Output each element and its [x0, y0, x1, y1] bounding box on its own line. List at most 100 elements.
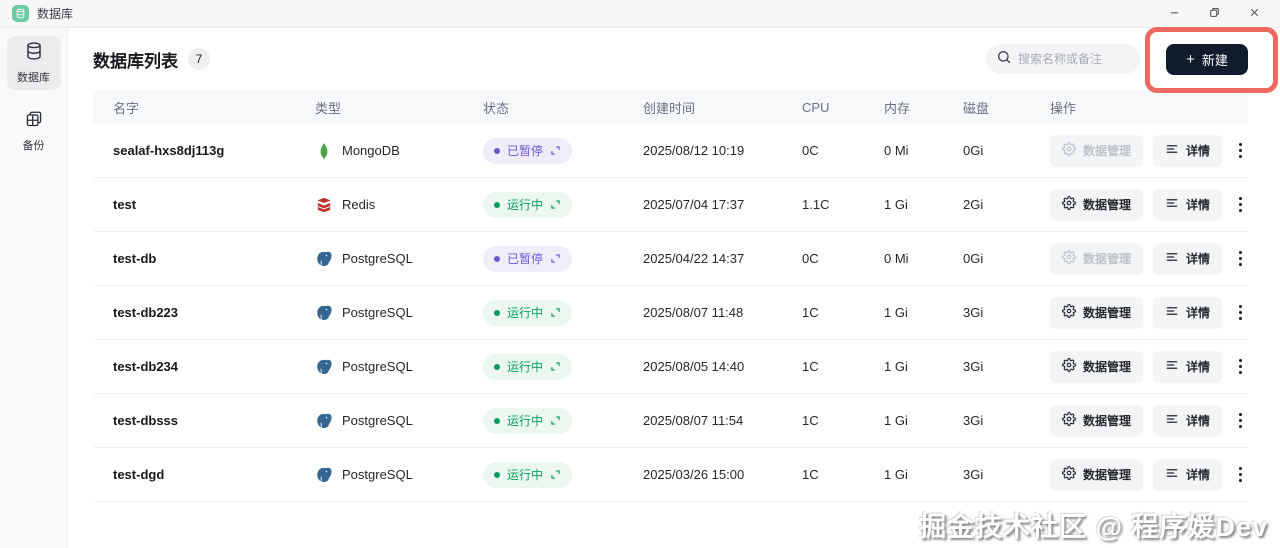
detail-button[interactable]: 详情 — [1153, 134, 1223, 167]
status-badge[interactable]: 运行中 — [483, 461, 573, 488]
table-row[interactable]: test-dbsss PostgreSQL 运行中 2025/08/07 11:… — [93, 394, 1248, 448]
status-badge[interactable]: 已暂停 — [483, 137, 573, 164]
db-name: test-db — [113, 251, 157, 266]
more-actions-button[interactable] — [1234, 354, 1247, 379]
disk-value: 3Gi — [963, 305, 984, 320]
memory-value: 1 Gi — [884, 467, 908, 482]
table-row[interactable]: test-dgd PostgreSQL 运行中 2025/03/26 15:00… — [93, 448, 1248, 502]
maximize-button[interactable] — [1194, 1, 1234, 27]
data-manage-button: 数据管理 — [1050, 134, 1144, 167]
status-dot-icon — [494, 363, 500, 370]
sidebar-item-label: 备份 — [22, 140, 45, 152]
list-icon — [1165, 412, 1179, 429]
list-icon — [1165, 304, 1179, 321]
list-icon — [1165, 466, 1179, 483]
column-header-type: 类型 — [315, 100, 342, 116]
db-count-badge: 7 — [188, 48, 210, 70]
minimize-button[interactable] — [1154, 1, 1194, 27]
data-manage-button[interactable]: 数据管理 — [1050, 188, 1144, 221]
data-manage-button[interactable]: 数据管理 — [1050, 296, 1144, 329]
table-row[interactable]: test-db223 PostgreSQL 运行中 2025/08/07 11:… — [93, 286, 1248, 340]
db-type-label: PostgreSQL — [342, 359, 413, 374]
status-label: 运行中 — [507, 414, 544, 428]
list-icon — [1165, 250, 1179, 267]
table-row[interactable]: test Redis 运行中 2025/07/04 17:37 1.1C 1 G… — [93, 178, 1248, 232]
row-actions: 数据管理 详情 — [1050, 242, 1248, 275]
sidebar-item-database[interactable]: 数据库 — [6, 36, 61, 90]
data-manage-label: 数据管理 — [1083, 252, 1132, 266]
status-badge[interactable]: 已暂停 — [483, 245, 573, 272]
window-titlebar: 数据库 — [0, 0, 1280, 28]
plus-icon: + — [1186, 50, 1195, 68]
search-input[interactable] — [1018, 52, 1130, 66]
detail-button[interactable]: 详情 — [1153, 242, 1223, 275]
data-manage-label: 数据管理 — [1083, 198, 1132, 212]
postgresql-icon — [315, 358, 333, 376]
data-manage-button[interactable]: 数据管理 — [1050, 458, 1144, 491]
detail-label: 详情 — [1186, 306, 1211, 320]
detail-button[interactable]: 详情 — [1153, 350, 1223, 383]
gear-icon — [1062, 412, 1076, 429]
db-type-label: Redis — [342, 197, 376, 212]
status-label: 运行中 — [507, 198, 544, 212]
new-database-button[interactable]: + 新建 — [1166, 43, 1248, 75]
database-icon — [24, 41, 44, 66]
table-row[interactable]: sealaf-hxs8dj113g MongoDB 已暂停 2025/08/12… — [93, 124, 1248, 178]
db-name: test — [113, 197, 137, 212]
data-manage-button[interactable]: 数据管理 — [1050, 404, 1144, 437]
created-time: 2025/08/07 11:54 — [643, 413, 744, 428]
created-time: 2025/03/26 15:00 — [643, 467, 745, 482]
column-header-cpu: CPU — [802, 99, 830, 115]
detail-button[interactable]: 详情 — [1153, 296, 1223, 329]
data-manage-button[interactable]: 数据管理 — [1050, 350, 1144, 383]
list-icon — [1165, 196, 1179, 213]
db-name: sealaf-hxs8dj113g — [113, 143, 225, 158]
more-actions-button[interactable] — [1234, 300, 1247, 325]
gear-icon — [1062, 466, 1076, 483]
created-time: 2025/08/07 11:48 — [643, 305, 744, 320]
row-actions: 数据管理 详情 — [1050, 458, 1248, 491]
status-dot-icon — [494, 471, 500, 478]
scale-icon — [550, 253, 561, 264]
more-actions-button[interactable] — [1234, 246, 1247, 271]
close-icon — [1249, 6, 1260, 21]
gear-icon — [1062, 358, 1076, 375]
postgresql-icon — [315, 412, 333, 430]
sidebar-item-backup[interactable]: 备份 — [7, 104, 61, 158]
status-badge[interactable]: 运行中 — [483, 299, 573, 326]
memory-value: 1 Gi — [884, 413, 908, 428]
table-row[interactable]: test-db234 PostgreSQL 运行中 2025/08/05 14:… — [93, 340, 1248, 394]
db-type-label: PostgreSQL — [342, 251, 413, 266]
more-actions-button[interactable] — [1234, 462, 1247, 487]
column-header-disk: 磁盘 — [963, 100, 990, 116]
window-title: 数据库 — [37, 7, 74, 21]
more-actions-button[interactable] — [1234, 138, 1247, 163]
status-badge[interactable]: 运行中 — [483, 407, 573, 434]
search-box[interactable] — [986, 44, 1140, 74]
cpu-value: 0C — [802, 143, 819, 158]
more-actions-button[interactable] — [1234, 192, 1247, 217]
scale-icon — [550, 199, 561, 210]
detail-button[interactable]: 详情 — [1153, 458, 1223, 491]
disk-value: 0Gi — [963, 251, 984, 266]
postgresql-icon — [315, 304, 333, 322]
detail-button[interactable]: 详情 — [1153, 188, 1223, 221]
status-badge[interactable]: 运行中 — [483, 353, 573, 380]
memory-value: 0 Mi — [884, 143, 909, 158]
database-table: 名字 类型 状态 创建时间 CPU 内存 磁盘 操作 sealaf-hxs8dj… — [93, 90, 1248, 502]
content-header: 数据库列表 7 + 新建 — [93, 28, 1248, 90]
disk-value: 3Gi — [963, 359, 984, 374]
status-badge[interactable]: 运行中 — [483, 191, 573, 218]
close-button[interactable] — [1234, 1, 1274, 27]
cpu-value: 1C — [802, 305, 819, 320]
cpu-value: 0C — [802, 251, 819, 266]
table-row[interactable]: test-db PostgreSQL 已暂停 2025/04/22 14:37 … — [93, 232, 1248, 286]
page-title: 数据库列表 — [93, 51, 178, 71]
detail-button[interactable]: 详情 — [1153, 404, 1223, 437]
db-name: test-dgd — [113, 467, 165, 482]
db-type: PostgreSQL — [315, 250, 483, 268]
more-actions-button[interactable] — [1234, 408, 1247, 433]
db-type-label: MongoDB — [342, 143, 400, 158]
backup-icon — [24, 109, 44, 134]
sidebar: 数据库 备份 — [0, 28, 68, 548]
